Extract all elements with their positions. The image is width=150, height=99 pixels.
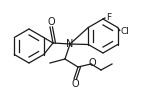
Text: O: O [72,79,79,89]
Text: Cl: Cl [121,27,130,36]
Text: O: O [88,58,96,68]
Text: F: F [106,12,111,21]
Text: O: O [47,17,55,27]
Text: N: N [66,39,74,49]
